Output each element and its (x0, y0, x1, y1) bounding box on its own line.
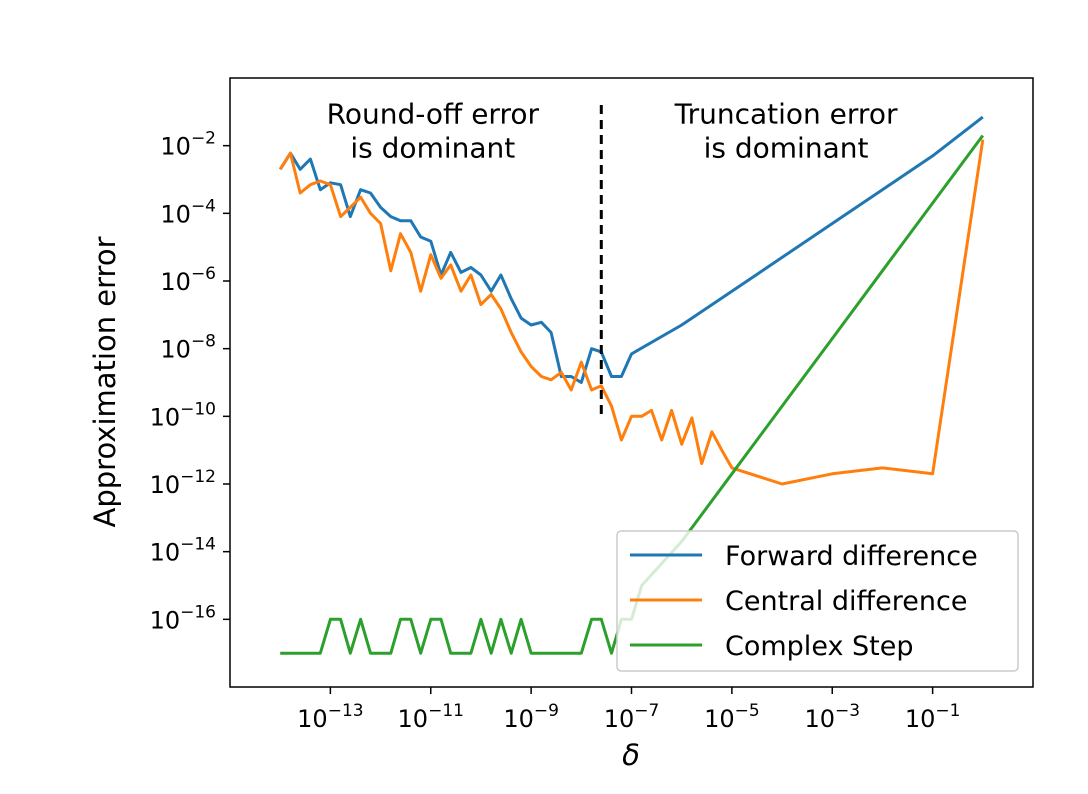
x-tick-label: 10−1 (905, 701, 961, 733)
series-line-0 (278, 115, 984, 384)
y-tick-label: 10−8 (160, 332, 216, 364)
y-axis-label: Approximation error (88, 236, 122, 527)
y-tick-label: 10−12 (150, 467, 216, 499)
y-tick-label: 10−10 (150, 399, 216, 431)
legend-label: Central difference (725, 586, 967, 617)
annotation-1: Truncation error is dominant (674, 98, 898, 165)
legend-box (616, 530, 1019, 672)
y-tick-label: 10−2 (160, 129, 216, 161)
series-line-1 (278, 139, 985, 486)
x-tick-label: 10−3 (804, 701, 860, 733)
y-tick-label: 10−16 (150, 602, 216, 634)
legend-label: Forward difference (725, 541, 978, 572)
y-tick-label: 10−4 (160, 196, 216, 228)
y-tick-label: 10−6 (160, 264, 216, 296)
legend-label: Complex Step (725, 631, 914, 662)
annotation-layer: Round-off error is dominant Truncation err… (327, 98, 898, 165)
x-axis-label: δ (622, 738, 640, 772)
annotation-0: Round-off error is dominant (327, 98, 540, 165)
x-axis-ticks: 10−13 10−11 10−9 10−7 10−5 10−3 10−1 (297, 687, 960, 733)
x-tick-label: 10−11 (398, 701, 464, 733)
legend: Forward difference Central difference Comp… (616, 530, 1019, 672)
x-tick-label: 10−7 (604, 701, 660, 733)
x-tick-label: 10−13 (297, 701, 363, 733)
y-axis-ticks: 10−2 10−4 10−6 10−8 10−10 10−12 10−14 10−16 (150, 129, 230, 634)
x-tick-label: 10−5 (704, 701, 760, 733)
y-tick-label: 10−14 (150, 535, 216, 567)
x-tick-label: 10−9 (503, 701, 559, 733)
